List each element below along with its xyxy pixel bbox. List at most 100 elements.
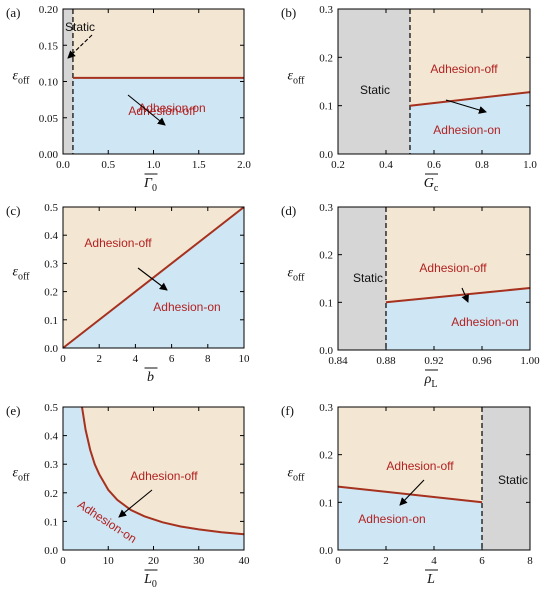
y-tick-label: 0.5 [44, 202, 58, 214]
y-tick-label: 0.2 [319, 250, 333, 262]
static-label: Static [353, 271, 383, 285]
x-tick-label: 10 [239, 353, 251, 365]
annotation-arrow [399, 479, 425, 506]
static-label: Static [360, 83, 390, 97]
y-tick-label: 0.00 [39, 149, 59, 161]
adhesion-on-label: Adhesion-on [138, 101, 205, 115]
boundary-curve [409, 91, 531, 107]
panel-f: 0 2 4 6 8 0.0 0.1 0.2 0.3 (f) εoff L Adhesion-off Adh… [281, 402, 533, 587]
x-tick-label: 10 [103, 555, 115, 567]
panel-letter: (c) [6, 203, 20, 218]
x-tick-label: 0 [60, 353, 66, 365]
y-tick-label: 0.1 [44, 315, 58, 327]
adhesion-off-label: Adhesion-off [386, 459, 454, 473]
x-tick-label: 1.0 [523, 159, 537, 171]
static-region [482, 407, 530, 550]
panel-d: 0.84 0.88 0.92 0.96 1.00 0.0 0.1 0.2 0.3 (d) εoff ρ… [281, 202, 540, 390]
static-region [63, 9, 73, 154]
panel-b: 0.2 0.4 0.6 0.8 1.0 0.0 0.1 0.2 0.3 (b) εoff Gc Adhe… [281, 4, 537, 194]
y-tick-label: 0.2 [44, 287, 58, 299]
x-tick-label: 1.5 [192, 159, 206, 171]
adhesion-off-label: Adhesion-off [430, 62, 498, 76]
y-tick-label: 0.2 [319, 450, 333, 462]
adhesion-on-region [72, 77, 244, 154]
x-tick-label: 0.6 [427, 159, 441, 171]
x-tick-label: 4 [431, 555, 437, 567]
y-tick-label: 0.3 [44, 459, 58, 471]
x-tick-label: 0.88 [376, 355, 396, 367]
static-region [338, 207, 386, 350]
y-tick-label: 0.2 [319, 52, 333, 64]
y-tick-label: 0.4 [44, 230, 58, 242]
x-tick-label: 0 [335, 555, 341, 567]
boundary-curve [62, 206, 245, 349]
panel-letter: (a) [6, 5, 20, 20]
y-tick-label: 0.05 [39, 113, 59, 125]
y-tick-label: 0.15 [39, 40, 59, 52]
y-tick-label: 0.0 [44, 343, 58, 355]
panel-c: 0 2 4 6 8 10 0.0 0.1 0.2 0.3 0.4 0.5 (c) εoff b Adhesio… [6, 202, 250, 385]
adhesion-on-region [63, 407, 244, 550]
y-tick-label: 0.1 [319, 497, 333, 509]
static-region [338, 9, 410, 154]
y-tick-label: 0.0 [319, 149, 333, 161]
axes-frame [62, 206, 245, 349]
x-tick-label: 0.8 [475, 159, 489, 171]
annotation-arrow [67, 34, 93, 59]
x-tick-label: 0.84 [328, 355, 348, 367]
y-tick-label: 0.1 [44, 516, 58, 528]
adhesion-off-label: Adhesion-off [128, 104, 196, 118]
annotation-arrow [137, 267, 168, 291]
y-tick-label: 0.2 [44, 488, 58, 500]
adhesion-on-region [338, 486, 482, 550]
y-axis-label: εoff [287, 266, 305, 284]
y-tick-label: 0.10 [39, 77, 59, 89]
x-axis-label: L [426, 572, 435, 587]
x-tick-label: 2 [96, 353, 102, 365]
adhesion-off-label: Adhesion-off [130, 469, 198, 483]
y-tick-label: 0.4 [44, 431, 58, 443]
x-tick-label: 8 [527, 555, 533, 567]
panel-letter: (f) [281, 403, 294, 418]
static-label: Static [65, 20, 95, 34]
adhesion-on-label: Adhesion-on [153, 300, 220, 314]
y-tick-label: 0.3 [319, 402, 333, 414]
y-axis-label: εoff [12, 69, 30, 87]
y-tick-label: 0.5 [44, 402, 58, 414]
boundary-curve [385, 287, 531, 304]
panel-a: 0.0 0.5 1.0 1.5 2.0 0.00 0.05 0.10 0.15 0.20 (a) εo… [6, 4, 251, 194]
y-axis-label: εoff [12, 466, 30, 484]
x-tick-label: 30 [193, 555, 205, 567]
x-tick-label: 6 [169, 353, 175, 365]
y-tick-label: 0.3 [44, 258, 58, 270]
adhesion-on-label: Adhesion-on [451, 315, 518, 329]
x-tick-label: 0.96 [472, 355, 492, 367]
x-tick-label: 4 [133, 353, 139, 365]
y-tick-label: 0.0 [319, 345, 333, 357]
x-axis-label: Γ0 [143, 176, 157, 194]
x-tick-label: 0 [60, 555, 66, 567]
y-tick-label: 0.0 [319, 545, 333, 557]
boundary-curve [81, 406, 245, 536]
y-axis-label: εoff [287, 69, 305, 87]
x-tick-label: 1.00 [520, 355, 540, 367]
x-axis-label: L0 [143, 572, 157, 590]
annotation-arrow [461, 287, 469, 303]
x-tick-label: 1.0 [147, 159, 161, 171]
x-tick-label: 40 [239, 555, 251, 567]
x-tick-label: 0.5 [101, 159, 115, 171]
adhesion-on-region [386, 288, 530, 350]
adhesion-off-label: Adhesion-off [419, 261, 487, 275]
annotation-arrow [445, 99, 487, 114]
y-tick-label: 0.20 [39, 4, 59, 16]
x-axis-label: b [147, 370, 154, 385]
y-tick-label: 0.0 [44, 545, 58, 557]
x-tick-label: 6 [479, 555, 485, 567]
adhesion-off-label: Adhesion-off [84, 236, 152, 250]
adhesion-on-label: Adhesion-on [433, 123, 500, 137]
y-axis-label: εoff [12, 265, 30, 283]
y-tick-label: 0.1 [319, 297, 333, 309]
y-axis-label: εoff [287, 466, 305, 484]
x-tick-label: 2.0 [237, 159, 251, 171]
